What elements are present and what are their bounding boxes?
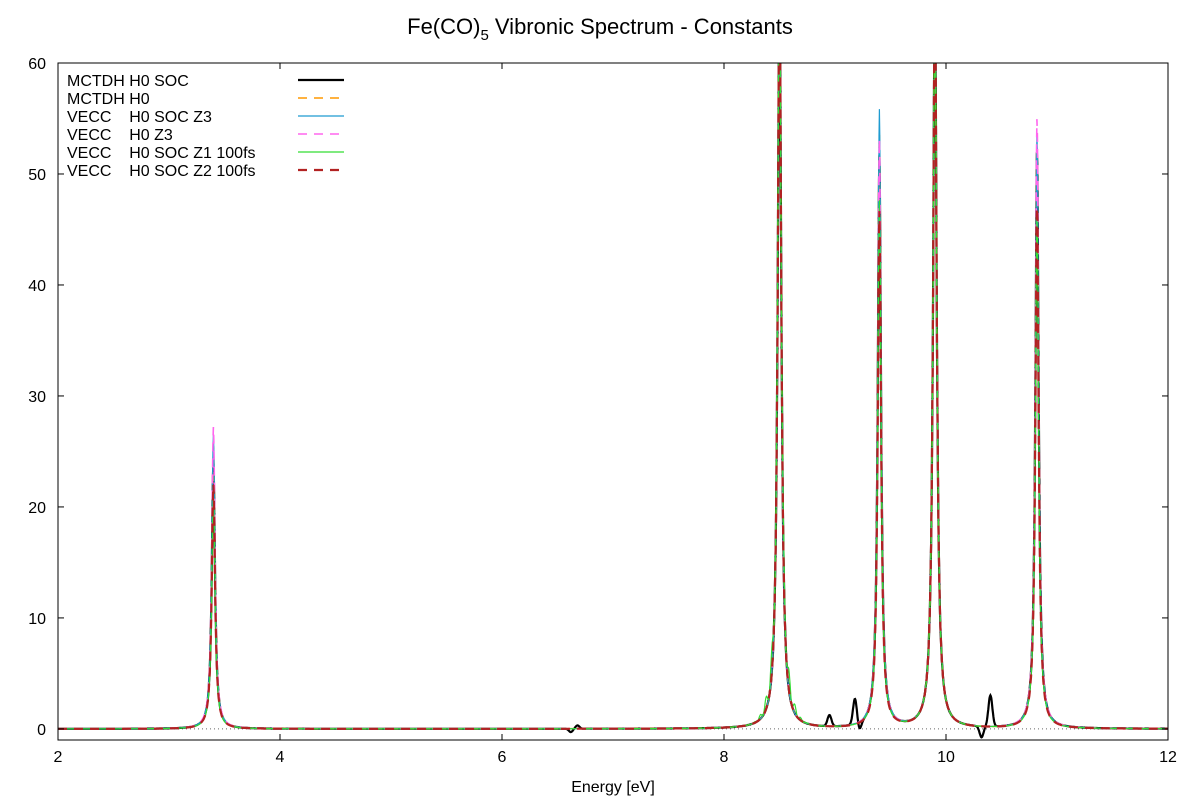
x-tick-label: 4 <box>276 749 285 766</box>
x-tick-label: 10 <box>937 749 955 766</box>
y-tick-label: 10 <box>28 611 46 628</box>
series-line <box>58 63 1168 730</box>
legend-label: VECC H0 SOC Z2 100fs <box>67 163 256 180</box>
series-line <box>58 63 1168 730</box>
y-tick-label: 40 <box>28 278 46 295</box>
plot-frame <box>57 62 1169 741</box>
legend-label: MCTDH H0 SOC <box>67 73 189 90</box>
x-tick-label: 8 <box>720 749 729 766</box>
x-tick-label: 2 <box>54 749 63 766</box>
y-tick-label: 50 <box>28 167 46 184</box>
y-tick-label: 0 <box>37 722 46 739</box>
series-line <box>58 63 1168 739</box>
y-tick-label: 60 <box>28 56 46 73</box>
legend-label: VECC H0 SOC Z1 100fs <box>67 145 256 162</box>
series-line <box>58 63 1168 730</box>
legend-label: VECC H0 SOC Z3 <box>67 109 212 126</box>
y-tick-label: 20 <box>28 500 46 517</box>
x-tick-label: 6 <box>498 749 507 766</box>
series-line <box>58 63 1168 730</box>
x-tick-label: 12 <box>1159 749 1177 766</box>
series-line <box>58 63 1168 730</box>
legend-label: VECC H0 Z3 <box>67 127 173 144</box>
y-tick-label: 30 <box>28 389 46 406</box>
chart-title: Fe(CO)5 Vibronic Spectrum - Constants <box>407 14 793 44</box>
legend-label: MCTDH H0 <box>67 91 150 108</box>
title-subscript: 5 <box>480 27 488 44</box>
x-axis-label: Energy [eV] <box>571 779 655 796</box>
